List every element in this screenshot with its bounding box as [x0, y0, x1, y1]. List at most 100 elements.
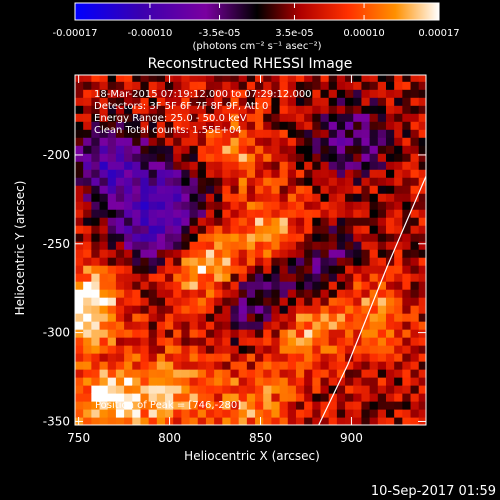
heatmap-cell: [418, 145, 426, 154]
heatmap-cell: [394, 113, 403, 122]
heatmap-cell: [238, 241, 248, 250]
heatmap-cell: [410, 305, 420, 314]
heatmap-cell: [75, 313, 84, 322]
heatmap-cell: [320, 89, 330, 98]
heatmap-cell: [369, 377, 379, 386]
heatmap-cell: [83, 97, 92, 106]
heatmap-cell: [394, 361, 403, 370]
heatmap-cell: [205, 345, 215, 354]
heatmap-cell: [148, 177, 158, 186]
heatmap-cell: [107, 249, 117, 258]
heatmap-cell: [410, 193, 420, 202]
heatmap-cell: [156, 113, 166, 122]
heatmap-cell: [410, 281, 420, 290]
colorbar-tick-label: 0.00017: [418, 28, 459, 39]
heatmap-cell: [238, 385, 248, 394]
heatmap-cell: [361, 353, 371, 362]
heatmap-cell: [156, 153, 166, 162]
heatmap-cell: [83, 249, 92, 258]
heatmap-cell: [361, 385, 371, 394]
heatmap-cell: [75, 249, 84, 258]
heatmap-cell: [230, 361, 240, 370]
heatmap-cell: [304, 169, 313, 178]
heatmap-cell: [394, 201, 403, 210]
heatmap-cell: [115, 241, 125, 250]
heatmap-cell: [271, 209, 281, 218]
heatmap-cell: [377, 185, 387, 194]
heatmap-cell: [255, 113, 264, 122]
heatmap-cell: [418, 153, 426, 162]
heatmap-cell: [230, 369, 240, 378]
heatmap-cell: [99, 129, 109, 138]
heatmap-cell: [230, 297, 240, 306]
heatmap-cell: [304, 105, 313, 114]
heatmap-cell: [214, 209, 223, 218]
x-axis-ticks: 750 800 850 900: [67, 75, 363, 445]
heatmap-cell: [328, 97, 338, 106]
heatmap-cell: [205, 113, 215, 122]
heatmap-cell: [312, 337, 322, 346]
heatmap-cell: [336, 297, 346, 306]
heatmap-cell: [99, 369, 109, 378]
heatmap-cell: [99, 193, 109, 202]
heatmap-cell: [312, 409, 322, 418]
heatmap-cell: [377, 145, 387, 154]
heatmap-cell: [279, 241, 289, 250]
heatmap-cell: [165, 225, 174, 234]
heatmap-cell: [230, 353, 240, 362]
heatmap-cell: [205, 233, 215, 242]
heatmap-cell: [418, 89, 426, 98]
heatmap-cell: [165, 129, 174, 138]
heatmap-cell: [214, 385, 223, 394]
heatmap-cell: [91, 313, 101, 322]
heatmap-cell: [173, 137, 182, 146]
heatmap-cell: [205, 185, 215, 194]
heatmap-cell: [320, 217, 330, 226]
heatmap-cell: [328, 257, 338, 266]
heatmap-cell: [148, 353, 158, 362]
heatmap-cell: [99, 75, 109, 82]
heatmap-cell: [385, 409, 395, 418]
heatmap-cell: [140, 217, 150, 226]
heatmap-cell: [148, 273, 158, 282]
x-tick-label: 850: [249, 431, 272, 445]
heatmap-cell: [165, 313, 174, 322]
heatmap-cell: [156, 337, 166, 346]
heatmap-cell: [394, 89, 403, 98]
heatmap-cell: [304, 177, 313, 186]
heatmap-cell: [312, 145, 322, 154]
heatmap-cell: [279, 153, 289, 162]
heatmap-cell: [361, 113, 371, 122]
heatmap-cell: [148, 137, 158, 146]
heatmap-cell: [279, 385, 289, 394]
heatmap-cell: [197, 153, 207, 162]
heatmap-cell: [385, 185, 395, 194]
heatmap-cell: [222, 265, 232, 274]
heatmap-cell: [287, 345, 297, 354]
heatmap-cell: [173, 233, 182, 242]
heatmap-cell: [140, 97, 150, 106]
heatmap-cell: [246, 289, 256, 298]
x-tick-label: 750: [67, 431, 90, 445]
heatmap-cell: [205, 385, 215, 394]
x-tick-label: 900: [340, 431, 363, 445]
heatmap-cell: [165, 161, 174, 170]
heatmap-cell: [222, 105, 232, 114]
heatmap-cell: [295, 137, 305, 146]
heatmap-cell: [418, 321, 426, 330]
heatmap-cell: [304, 153, 313, 162]
heatmap-cell: [369, 417, 379, 425]
heatmap-cell: [238, 401, 248, 410]
heatmap-cell: [418, 377, 426, 386]
heatmap-cell: [246, 153, 256, 162]
heatmap-cell: [287, 321, 297, 330]
heatmap-cell: [369, 297, 379, 306]
heatmap-cell: [83, 297, 92, 306]
heatmap-cell: [377, 233, 387, 242]
heatmap-cell: [99, 89, 109, 98]
heatmap-cell: [173, 265, 182, 274]
heatmap-cell: [222, 129, 232, 138]
heatmap-cell: [287, 105, 297, 114]
heatmap-cell: [353, 177, 363, 186]
heatmap-cell: [222, 401, 232, 410]
